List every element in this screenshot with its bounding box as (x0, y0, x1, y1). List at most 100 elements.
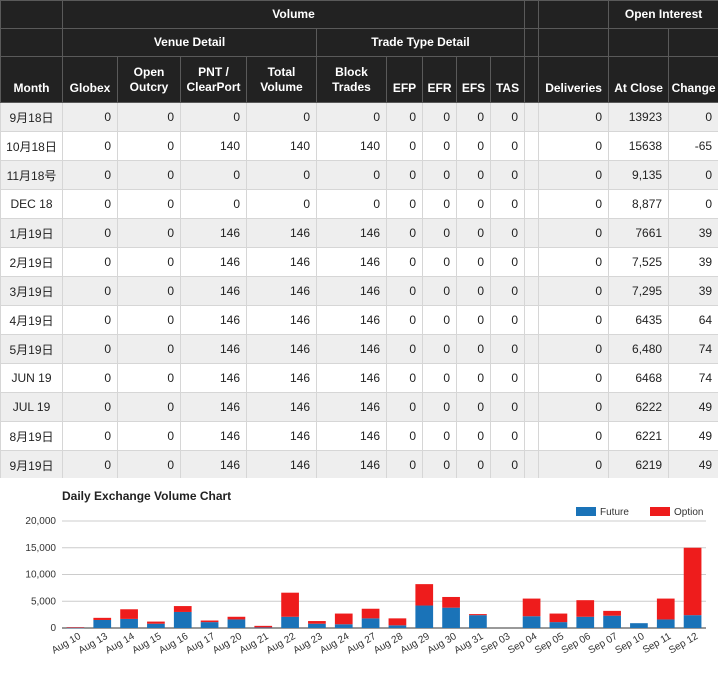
col-open-outcry: Open Outcry (117, 56, 181, 103)
bar-future (147, 623, 165, 628)
table-cell: 49 (668, 421, 718, 451)
bar-option (200, 620, 219, 623)
chart-grid (62, 520, 706, 629)
table-cell: 146 (316, 392, 387, 422)
table-cell: 6435 (608, 305, 670, 335)
table-cell: 0 (422, 450, 457, 478)
table-cell: 0 (180, 102, 247, 132)
bar-option (308, 621, 326, 624)
table-cell-month: 4月19日 (0, 305, 63, 335)
table-cell: 146 (246, 392, 317, 422)
x-tick-label: Aug 22 (265, 631, 298, 657)
bar-option (442, 596, 460, 608)
x-tick-label: Aug 16 (157, 631, 190, 657)
table-row: 2月19日 0 0 146 146 146 0 0 0 0 0 7,525 39 (0, 247, 718, 277)
x-tick-label: Aug 27 (345, 631, 378, 657)
table-cell: 0 (538, 247, 610, 277)
table-cell: 146 (180, 218, 247, 248)
table-cell: 0 (62, 189, 118, 219)
col-total-volume: Total Volume (246, 56, 317, 103)
table-cell: 0 (386, 276, 423, 306)
bar-future (227, 619, 246, 628)
table-cell: 0 (62, 392, 118, 422)
bar-future (603, 615, 621, 628)
table-cell-month: JUL 19 (0, 392, 63, 422)
table-cell: 0 (456, 131, 491, 161)
table-cell-month: 9月18日 (0, 102, 63, 132)
header-oi-spacer-2 (668, 28, 718, 57)
table-cell: 0 (422, 160, 457, 190)
chart-legend: Future Option (576, 507, 703, 518)
bar-future (200, 622, 219, 628)
table-row: JUL 19 0 0 146 146 146 0 0 0 0 0 6222 49 (0, 392, 718, 422)
bar-option (281, 592, 299, 617)
table-cell: 140 (316, 131, 387, 161)
bar-future (308, 623, 326, 628)
bar-future (334, 624, 353, 628)
y-tick-label: 20,000 (25, 516, 56, 527)
table-cell-gap (524, 421, 540, 451)
table-cell: 0 (117, 247, 181, 277)
table-cell-gap (524, 218, 540, 248)
col-tas: TAS (489, 56, 526, 103)
table-cell: 0 (489, 218, 526, 248)
bar-option (549, 613, 568, 623)
table-cell: 146 (246, 305, 317, 335)
legend-swatch-option (650, 507, 670, 516)
daily-volume-chart: Daily Exchange Volume Chart 0 5,000 10,000… (25, 489, 706, 657)
table-cell: 0 (456, 305, 491, 335)
table-cell: 6,480 (608, 334, 670, 364)
table-cell: 0 (668, 160, 718, 190)
table-cell: 0 (456, 363, 491, 393)
table-cell: 0 (489, 450, 526, 478)
table-cell: 6221 (608, 421, 670, 451)
table-cell: 0 (386, 102, 423, 132)
table-cell: 0 (456, 334, 491, 364)
table-cell: 0 (538, 131, 610, 161)
table-cell: 0 (386, 363, 423, 393)
table-cell: 0 (538, 334, 610, 364)
table-cell: 0 (117, 392, 181, 422)
table-cell-gap (524, 160, 540, 190)
table-cell: 0 (489, 276, 526, 306)
x-tick-label: Aug 13 (77, 631, 110, 657)
x-tick-label: Sep 03 (479, 631, 512, 657)
x-tick-label: Aug 14 (104, 631, 137, 657)
chart-title: Daily Exchange Volume Chart (62, 489, 231, 503)
table-cell: 0 (489, 421, 526, 451)
bar-option (415, 584, 434, 606)
table-cell-month: 11月18号 (0, 160, 63, 190)
table-cell: 0 (422, 334, 457, 364)
table-cell: 146 (180, 450, 247, 478)
table-cell: 39 (668, 247, 718, 277)
header-volume: Volume (61, 0, 526, 29)
table-cell: 146 (180, 276, 247, 306)
table-cell: 0 (456, 276, 491, 306)
x-tick-label: Sep 07 (587, 631, 620, 657)
header-gap (524, 0, 540, 29)
table-cell: 0 (538, 102, 610, 132)
col-efr: EFR (422, 56, 457, 103)
table-row: JUN 19 0 0 146 146 146 0 0 0 0 0 6468 74 (0, 363, 718, 393)
bar-future (388, 625, 407, 628)
table-cell-gap (524, 276, 540, 306)
table-cell: 0 (246, 102, 317, 132)
table-cell: 146 (180, 334, 247, 364)
col-efs: EFS (456, 56, 491, 103)
table-cell: 0 (489, 102, 526, 132)
table-cell: 0 (117, 305, 181, 335)
col-pnt-clearport: PNT / ClearPort (180, 56, 247, 103)
table-cell: 0 (246, 189, 317, 219)
col-deliveries: Deliveries (538, 56, 610, 103)
table-cell: 0 (668, 102, 718, 132)
table-cell: 0 (489, 189, 526, 219)
table-cell: 0 (117, 160, 181, 190)
table-cell: 146 (316, 421, 387, 451)
y-axis: 0 5,000 10,000 15,000 20,000 (25, 516, 56, 634)
table-cell: 0 (422, 218, 457, 248)
table-row: 5月19日 0 0 146 146 146 0 0 0 0 0 6,480 74 (0, 334, 718, 364)
table-cell: 0 (422, 392, 457, 422)
table-cell: 0 (456, 160, 491, 190)
table-cell-gap (524, 392, 540, 422)
col-change: Change (668, 56, 718, 103)
